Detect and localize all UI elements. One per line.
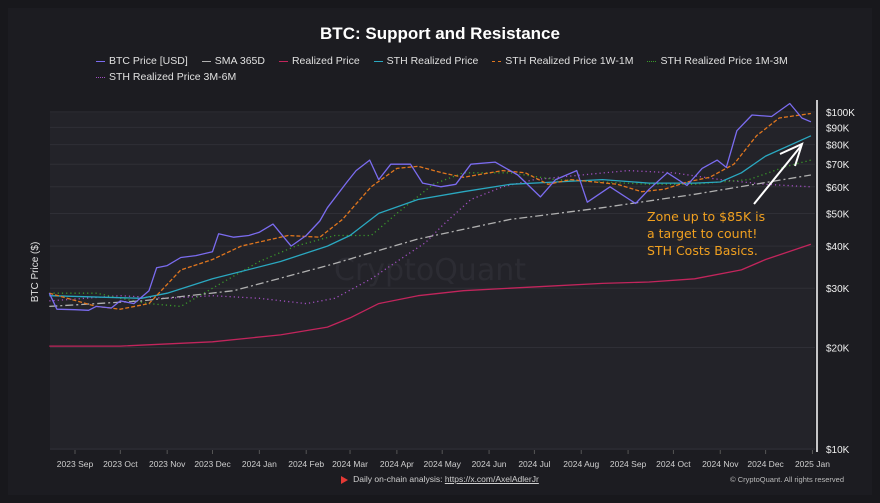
x-tick-label: 2025 Jan xyxy=(795,459,830,469)
plot-area xyxy=(50,113,815,450)
x-tick-label: 2024 Sep xyxy=(610,459,647,469)
legend-item[interactable]: SMA 365D xyxy=(201,53,265,69)
legend-label: BTC Price [USD] xyxy=(109,55,188,67)
series-line-realized-price xyxy=(49,243,812,347)
legend-swatch xyxy=(647,60,657,62)
y-tick-label: $100K xyxy=(826,108,855,119)
y-tick-label: $70K xyxy=(826,160,850,171)
legend-item[interactable]: STH Realized Price 1M-3M xyxy=(647,53,788,69)
series-line-sma-365d xyxy=(49,174,812,308)
series-line-btc-price-usd- xyxy=(48,102,812,311)
series-line-sth-realized-price-1w-1m xyxy=(49,112,811,310)
y-tick-label: $30K xyxy=(826,284,850,295)
legend-label: STH Realized Price 1W-1M xyxy=(505,55,634,67)
legend-label: Realized Price xyxy=(291,55,360,67)
footer-text: Daily on-chain analysis: xyxy=(353,474,445,484)
x-tick-label: 2024 May xyxy=(424,459,462,469)
y-tick-label: $50K xyxy=(826,209,850,220)
legend-label: SMA 365D xyxy=(214,55,265,67)
legend-swatch xyxy=(201,60,211,62)
x-tick-label: 2024 Nov xyxy=(702,459,739,469)
arrow-head-icon xyxy=(779,142,804,167)
x-tick-label: 2023 Sep xyxy=(57,459,94,469)
x-tick-label: 2024 Mar xyxy=(332,459,368,469)
y-tick-label: $20K xyxy=(826,344,850,355)
x-tick-label: 2024 Oct xyxy=(656,459,691,469)
footer-link[interactable]: https://x.com/AxelAdlerJr xyxy=(444,474,539,484)
x-tick-label: 2024 Aug xyxy=(563,459,599,469)
annotation-text: a target to count! xyxy=(647,226,757,241)
watermark: CryptoQuant xyxy=(334,253,526,288)
legend-item[interactable]: BTC Price [USD] xyxy=(96,53,188,69)
x-tick-label: 2024 Feb xyxy=(288,459,324,469)
footer: Daily on-chain analysis: https://x.com/A… xyxy=(0,474,880,484)
y-tick-label: $10K xyxy=(826,445,850,456)
x-tick-label: 2024 Jul xyxy=(518,459,550,469)
legend-label: STH Realized Price 3M-6M xyxy=(109,71,237,83)
annotation-text: Zone up to $85K is xyxy=(647,209,765,224)
legend-swatch xyxy=(96,60,105,62)
legend-swatch xyxy=(492,60,502,62)
y-tick-label: $80K xyxy=(826,141,850,152)
flag-icon xyxy=(341,475,349,484)
arrow-icon xyxy=(753,145,802,205)
x-tick-label: 2024 Dec xyxy=(747,459,784,469)
legend-swatch xyxy=(96,76,105,78)
y-tick-label: $90K xyxy=(826,123,850,134)
legend-item[interactable]: STH Realized Price xyxy=(373,53,479,69)
x-tick-label: 2024 Jun xyxy=(472,459,507,469)
copyright: © CryptoQuant. All rights reserved xyxy=(730,475,844,484)
y-axis-label: BTC Price ($) xyxy=(30,242,41,303)
legend-swatch xyxy=(278,60,288,62)
chart-title: BTC: Support and Resistance xyxy=(320,24,560,43)
legend-item[interactable]: STH Realized Price 1W-1M xyxy=(492,53,633,69)
annotation-text: STH Costs Basics. xyxy=(647,243,758,258)
legend-item[interactable]: Realized Price xyxy=(278,53,360,69)
legend: BTC Price [USD] SMA 365D Realized Price STH… xyxy=(96,53,816,85)
x-tick-label: 2023 Oct xyxy=(103,459,138,469)
y-tick-label: $60K xyxy=(826,183,850,194)
legend-label: STH Realized Price xyxy=(386,55,479,67)
x-tick-label: 2024 Apr xyxy=(380,459,414,469)
legend-item[interactable]: STH Realized Price 3M-6M xyxy=(96,69,236,85)
x-tick-label: 2023 Nov xyxy=(149,459,186,469)
x-tick-label: 2023 Dec xyxy=(194,459,231,469)
legend-label: STH Realized Price 1M-3M xyxy=(660,55,788,67)
legend-swatch xyxy=(373,60,383,62)
x-tick-label: 2024 Jan xyxy=(242,459,277,469)
y-tick-label: $40K xyxy=(826,242,850,253)
series-line-sth-realized-price xyxy=(49,135,812,299)
